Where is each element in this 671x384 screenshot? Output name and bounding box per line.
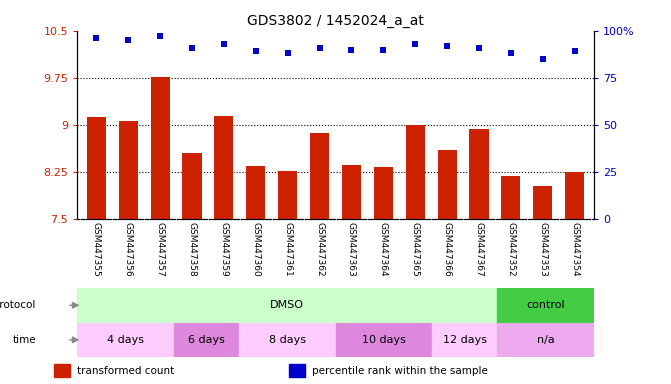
Point	[187, 45, 197, 51]
Text: GSM447359: GSM447359	[219, 222, 228, 277]
Text: GSM447366: GSM447366	[443, 222, 452, 277]
Text: 4 days: 4 days	[107, 335, 144, 345]
Point	[155, 33, 166, 40]
Point	[442, 43, 452, 49]
Title: GDS3802 / 1452024_a_at: GDS3802 / 1452024_a_at	[247, 14, 424, 28]
Point	[282, 50, 293, 56]
Point	[219, 41, 229, 47]
Bar	[533, 185, 552, 219]
Point	[505, 50, 516, 56]
Point	[474, 45, 484, 51]
Text: percentile rank within the sample: percentile rank within the sample	[312, 366, 488, 376]
Text: 12 days: 12 days	[443, 335, 486, 345]
Text: control: control	[526, 300, 565, 310]
Text: GSM447357: GSM447357	[156, 222, 164, 277]
Text: n/a: n/a	[537, 335, 554, 345]
Point	[537, 56, 548, 62]
Bar	[432, 323, 497, 357]
Text: GSM447358: GSM447358	[187, 222, 197, 277]
Bar	[406, 125, 425, 219]
Bar	[342, 165, 361, 219]
Text: GSM447362: GSM447362	[315, 222, 324, 277]
Bar	[437, 150, 457, 219]
Text: GSM447356: GSM447356	[123, 222, 133, 277]
Bar	[497, 288, 594, 323]
Bar	[77, 323, 174, 357]
Point	[250, 48, 261, 55]
Text: GSM447361: GSM447361	[283, 222, 292, 277]
Text: 8 days: 8 days	[268, 335, 305, 345]
Point	[346, 46, 357, 53]
Text: GSM447354: GSM447354	[570, 222, 579, 277]
Bar	[246, 166, 265, 219]
Text: GSM447353: GSM447353	[538, 222, 548, 277]
Bar	[501, 176, 521, 219]
Bar	[119, 121, 138, 219]
Bar	[336, 323, 432, 357]
Text: DMSO: DMSO	[270, 300, 304, 310]
Bar	[565, 172, 584, 219]
Point	[91, 35, 102, 41]
Point	[410, 41, 421, 47]
Bar	[214, 116, 234, 219]
Text: GSM447355: GSM447355	[92, 222, 101, 277]
Bar	[278, 171, 297, 219]
Text: transformed count: transformed count	[77, 366, 174, 376]
Bar	[77, 288, 497, 323]
Text: 6 days: 6 days	[188, 335, 225, 345]
Text: GSM447352: GSM447352	[507, 222, 515, 277]
Bar	[150, 76, 170, 219]
Bar	[374, 167, 393, 219]
Bar	[497, 323, 594, 357]
Text: GSM447363: GSM447363	[347, 222, 356, 277]
Point	[314, 45, 325, 51]
Text: GSM447367: GSM447367	[474, 222, 484, 277]
Text: growth protocol: growth protocol	[0, 300, 36, 310]
Bar	[310, 133, 329, 219]
Point	[569, 48, 580, 55]
Point	[123, 37, 134, 43]
Bar	[174, 323, 239, 357]
Text: GSM447365: GSM447365	[411, 222, 420, 277]
Point	[378, 46, 389, 53]
Text: 10 days: 10 days	[362, 335, 406, 345]
Text: GSM447360: GSM447360	[251, 222, 260, 277]
Bar	[239, 323, 336, 357]
Bar	[54, 364, 70, 377]
Bar	[470, 129, 488, 219]
Bar	[183, 153, 201, 219]
Bar	[289, 364, 305, 377]
Text: GSM447364: GSM447364	[379, 222, 388, 277]
Text: time: time	[12, 335, 36, 345]
Bar	[87, 117, 106, 219]
